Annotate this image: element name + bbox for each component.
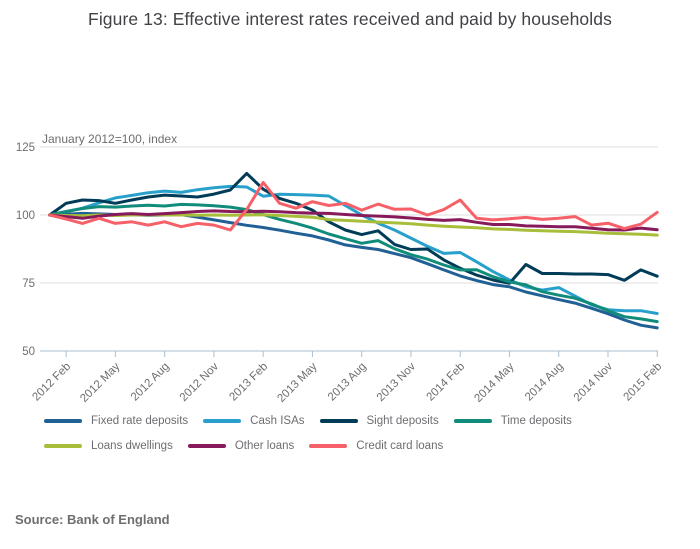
source-text: Source: Bank of England — [15, 512, 170, 527]
legend-item-fixed-rate-deposits[interactable]: Fixed rate deposits — [44, 415, 188, 427]
legend-label: Time deposits — [500, 414, 572, 427]
legend-swatch — [44, 418, 82, 423]
series-line-other-loans — [48, 209, 659, 232]
y-axis-tick-label: 100 — [16, 210, 35, 222]
x-axis-tick-label: 2012 May — [78, 360, 122, 404]
legend-swatch — [453, 418, 492, 423]
x-axis-tick-label: 2014 Aug — [523, 361, 566, 404]
x-axis-tick-label: 2013 Feb — [227, 361, 270, 404]
x-axis-tick-label: 2012 Nov — [178, 360, 221, 403]
series-line-credit-card-loans — [48, 180, 659, 232]
y-axis-tick-label: 125 — [16, 142, 35, 154]
legend-row: Loans dwellings Other loans Credit card lo… — [44, 433, 684, 458]
chart-legend: Fixed rate deposits Cash ISAs Sight deposi… — [44, 408, 684, 458]
series-line-sight-deposits — [48, 171, 659, 285]
legend-label: Cash ISAs — [250, 414, 305, 427]
x-axis-tick-label: 2012 Feb — [30, 361, 73, 404]
chart-title: Figure 13: Effective interest rates rece… — [88, 9, 612, 29]
legend-row: Fixed rate deposits Cash ISAs Sight deposi… — [44, 408, 684, 433]
legend-label: Credit card loans — [356, 439, 444, 452]
legend-swatch — [309, 443, 348, 448]
y-axis-tick-label: 50 — [22, 346, 35, 358]
x-axis-tick-label: 2012 Aug — [129, 361, 172, 404]
legend-swatch — [187, 443, 226, 448]
series-line-time-deposits — [48, 202, 659, 324]
legend-item-loans-dwellings[interactable]: Loans dwellings — [44, 440, 173, 452]
legend-item-cash-isas[interactable]: Cash ISAs — [203, 414, 305, 427]
legend-swatch — [203, 418, 242, 423]
x-axis-tick-label: 2014 May — [472, 360, 516, 404]
axis-subtitle: January 2012=100, index — [42, 132, 177, 146]
legend-item-time-deposits[interactable]: Time deposits — [453, 414, 572, 427]
y-axis-tick-label: 75 — [22, 278, 35, 290]
x-axis-tick-label: 2013 Aug — [326, 361, 369, 404]
x-axis-tick-label: 2015 Feb — [622, 361, 665, 404]
legend-swatch — [44, 443, 82, 448]
x-axis-tick-label: 2014 Nov — [572, 360, 615, 403]
series-line-cash-isas — [48, 184, 659, 315]
legend-item-credit-card-loans[interactable]: Credit card loans — [309, 440, 443, 452]
legend-item-sight-deposits[interactable]: Sight deposits — [319, 414, 439, 427]
x-axis-tick-label: 2013 May — [275, 360, 319, 404]
legend-label: Fixed rate deposits — [91, 414, 189, 427]
legend-swatch — [319, 418, 358, 423]
x-axis-tick-label: 2014 Feb — [424, 361, 467, 404]
legend-label: Sight deposits — [366, 414, 439, 427]
legend-label: Loans dwellings — [91, 439, 173, 452]
line-chart-plot: 125 100 75 50 January 2012=100, index 2012 Fe… — [16, 132, 665, 405]
x-axis-tick-label: 2013 Nov — [375, 360, 418, 403]
legend-item-other-loans[interactable]: Other loans — [187, 439, 295, 452]
legend-label: Other loans — [234, 439, 295, 452]
